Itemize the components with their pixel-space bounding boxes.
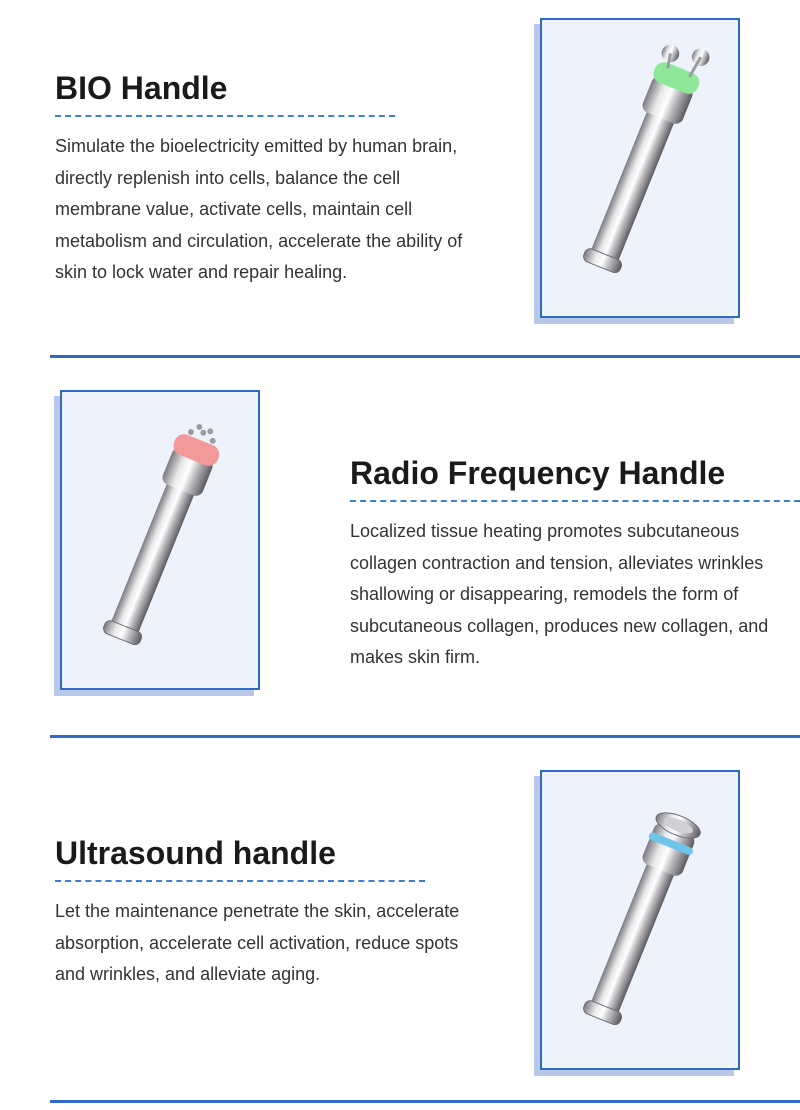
image-box-ultrasound [540,770,740,1070]
image-box-bio [540,18,740,318]
desc-ultrasound: Let the maintenance penetrate the skin, … [55,896,475,991]
dashed-divider [55,115,395,117]
image-box-rf [60,390,260,690]
section-ultrasound: Ultrasound handle Let the maintenance pe… [0,740,800,1110]
ultrasound-handle-icon [542,772,738,1068]
dashed-divider [55,880,425,882]
text-block-bio: BIO Handle Simulate the bioelectricity e… [55,70,475,289]
section-divider [50,355,800,358]
desc-bio: Simulate the bioelectricity emitted by h… [55,131,475,289]
text-block-rf: Radio Frequency Handle Localized tissue … [350,455,800,674]
section-divider [50,735,800,738]
dashed-divider [350,500,800,502]
section-bio: BIO Handle Simulate the bioelectricity e… [0,0,800,360]
rf-handle-icon [62,392,258,688]
section-rf: Radio Frequency Handle Localized tissue … [0,360,800,740]
title-ultrasound: Ultrasound handle [55,835,475,872]
section-divider [50,1100,800,1103]
bio-handle-icon [542,20,738,316]
desc-rf: Localized tissue heating promotes subcut… [350,516,800,674]
title-bio: BIO Handle [55,70,475,107]
title-rf: Radio Frequency Handle [350,455,800,492]
text-block-ultrasound: Ultrasound handle Let the maintenance pe… [55,835,475,991]
